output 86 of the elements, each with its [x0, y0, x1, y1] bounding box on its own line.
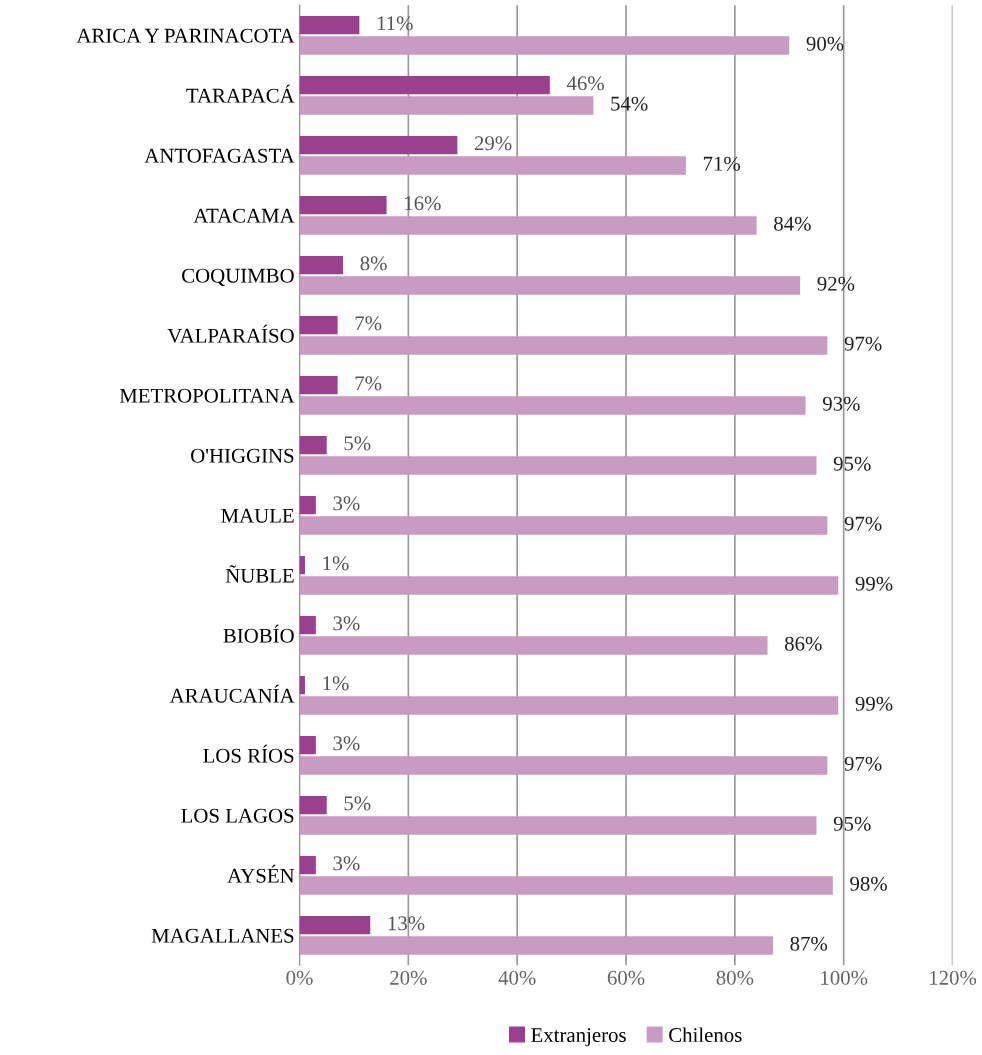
bar — [299, 735, 316, 755]
bar — [299, 756, 828, 775]
x-tick-label: 120% — [930, 970, 977, 985]
bar — [299, 375, 338, 395]
bar — [299, 816, 817, 835]
bar — [299, 495, 316, 515]
data-label: 97% — [844, 516, 882, 531]
data-label: 3% — [333, 616, 360, 631]
bar — [299, 96, 594, 115]
bar — [299, 615, 316, 635]
bar — [299, 795, 327, 815]
y-tick-label: MAGALLANES — [151, 928, 294, 943]
x-tick-label: 20% — [390, 970, 427, 985]
data-label: 7% — [355, 316, 382, 331]
y-tick-label: O'HIGGINS — [191, 448, 294, 463]
bar — [299, 555, 305, 575]
data-label: 99% — [855, 576, 893, 591]
y-tick-label: BIOBÍO — [223, 624, 294, 643]
bar — [299, 516, 828, 535]
y-tick-label: VALPARAÍSO — [167, 324, 294, 343]
data-label: 1% — [323, 676, 349, 691]
bar — [299, 36, 790, 55]
y-tick-label: METROPOLITANA — [119, 388, 295, 403]
data-label: 7% — [355, 376, 382, 391]
legend-label: Extranjeros — [531, 1028, 626, 1047]
data-label: 1% — [323, 556, 349, 571]
bar — [299, 855, 316, 875]
bar — [299, 876, 833, 895]
legend-label: Chilenos — [669, 1027, 742, 1043]
data-label: 90% — [806, 36, 844, 51]
bar — [299, 435, 327, 455]
x-tick-label: 40% — [498, 970, 536, 985]
data-label: 8% — [360, 256, 387, 271]
bar — [299, 936, 773, 955]
data-label: 3% — [333, 856, 360, 871]
y-tick-label: TARAPACÁ — [186, 84, 295, 103]
data-label: 95% — [833, 816, 871, 831]
data-label: 3% — [333, 736, 360, 751]
y-tick-label: MAULE — [221, 508, 294, 523]
bar — [299, 396, 806, 415]
y-tick-label: ÑUBLE — [225, 565, 294, 583]
data-label: 92% — [817, 276, 855, 291]
x-tick-label: 80% — [716, 970, 754, 985]
bar — [299, 576, 839, 595]
data-label: 46% — [566, 76, 604, 91]
data-label: 95% — [833, 456, 871, 471]
y-tick-label: LOS LAGOS — [181, 808, 294, 823]
y-tick-label: COQUIMBO — [182, 268, 294, 286]
bar — [299, 216, 757, 235]
data-label: 71% — [703, 156, 741, 171]
data-label: 86% — [784, 636, 822, 651]
y-tick-label: ARICA Y PARINACOTA — [76, 28, 295, 43]
data-label: 93% — [822, 396, 860, 411]
bar — [299, 315, 338, 335]
data-label: 3% — [333, 496, 360, 511]
y-tick-label: ANTOFAGASTA — [144, 148, 295, 163]
y-tick-label: LOS RÍOS — [203, 744, 294, 763]
data-label: 99% — [855, 696, 893, 711]
bar — [299, 456, 817, 475]
bar — [299, 15, 360, 35]
bar — [299, 75, 550, 95]
data-label: 97% — [844, 336, 882, 351]
data-label: 29% — [474, 136, 512, 151]
bar — [299, 675, 305, 695]
bar — [299, 156, 686, 175]
bar — [299, 915, 371, 935]
data-label: 5% — [344, 436, 371, 451]
bar — [299, 696, 839, 715]
bar — [299, 336, 828, 355]
x-tick-label: 60% — [607, 970, 645, 985]
data-label: 98% — [850, 876, 887, 891]
bar — [299, 276, 801, 295]
y-tick-label: AYSÉN — [227, 864, 295, 883]
data-label: 87% — [790, 936, 828, 951]
data-label: 54% — [611, 96, 648, 111]
data-label: 97% — [844, 756, 882, 771]
bar — [299, 255, 344, 275]
bar — [299, 195, 387, 215]
y-tick-label: ARAUCANÍA — [169, 684, 295, 703]
y-tick-label: ATACAMA — [193, 208, 295, 223]
data-label: 84% — [774, 216, 811, 231]
bar — [299, 135, 458, 155]
data-label: 5% — [344, 796, 371, 811]
x-tick-label: 100% — [821, 970, 868, 985]
bar — [299, 636, 768, 655]
x-tick-label: 0% — [286, 970, 313, 985]
